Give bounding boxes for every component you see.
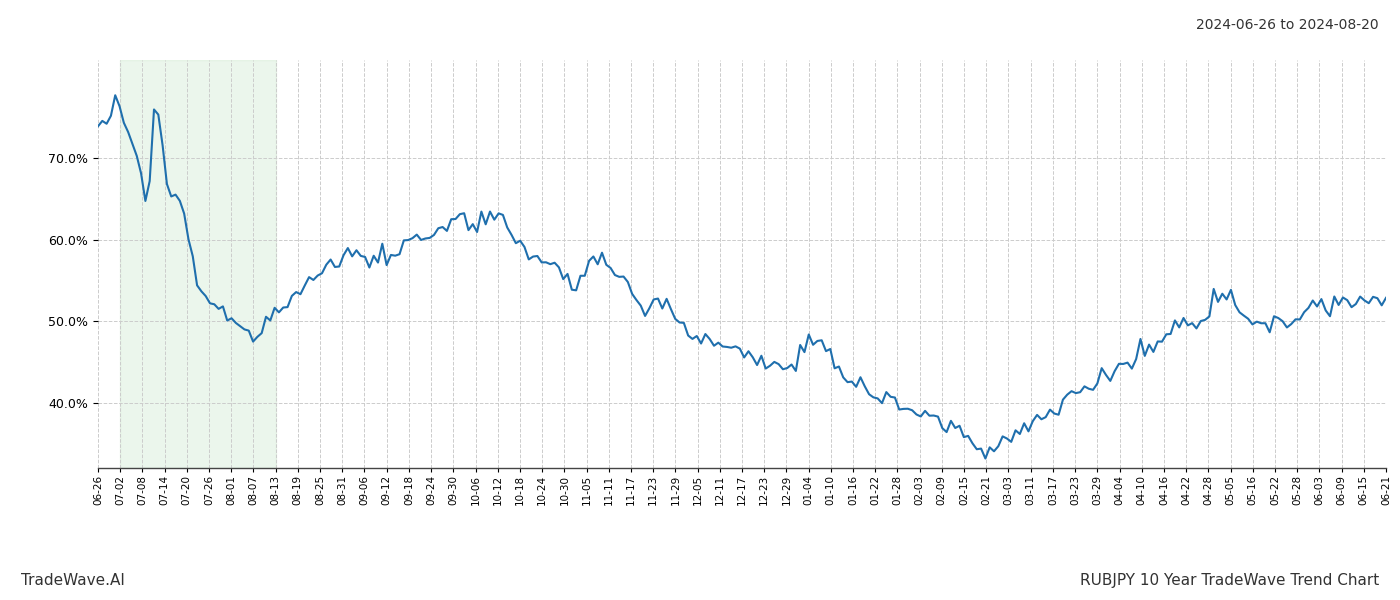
Text: 2024-06-26 to 2024-08-20: 2024-06-26 to 2024-08-20 — [1197, 18, 1379, 32]
Text: RUBJPY 10 Year TradeWave Trend Chart: RUBJPY 10 Year TradeWave Trend Chart — [1079, 573, 1379, 588]
Text: TradeWave.AI: TradeWave.AI — [21, 573, 125, 588]
Bar — [120, 60, 276, 468]
